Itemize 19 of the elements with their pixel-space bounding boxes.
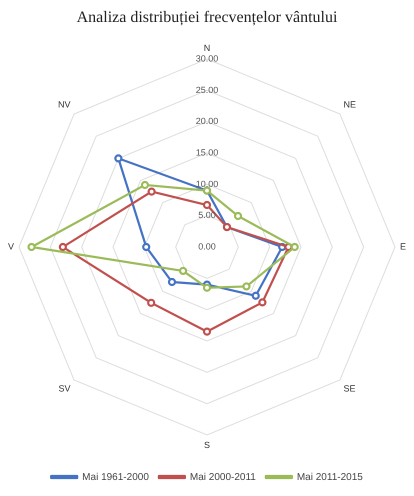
spoke-label: SE <box>343 383 356 394</box>
y-tick-label: 25.00 <box>196 84 218 95</box>
spoke-label: S <box>204 440 210 450</box>
spoke-label: NE <box>343 100 356 110</box>
spoke-label: V <box>8 241 14 252</box>
y-tick-label: 10.00 <box>196 178 218 189</box>
spoke-label: SV <box>58 383 71 394</box>
legend-label: Mai 1961-2000 <box>82 472 150 483</box>
spoke-label: E <box>400 241 406 252</box>
y-tick-label: 0.00 <box>198 241 216 252</box>
y-tick-label: 20.00 <box>196 116 218 126</box>
y-tick-label: 30.00 <box>196 53 218 64</box>
legend-label: Mai 2000-2011 <box>190 472 256 483</box>
y-tick-label: 15.00 <box>196 147 218 158</box>
legend-label: Mai 2011-2015 <box>296 472 364 483</box>
spoke-label: NV <box>58 100 71 110</box>
spoke-label: N <box>204 43 210 54</box>
chart-title: Analiza distribuției frecvențelor vântului <box>76 8 338 26</box>
y-tick-label: 5.00 <box>198 210 216 220</box>
